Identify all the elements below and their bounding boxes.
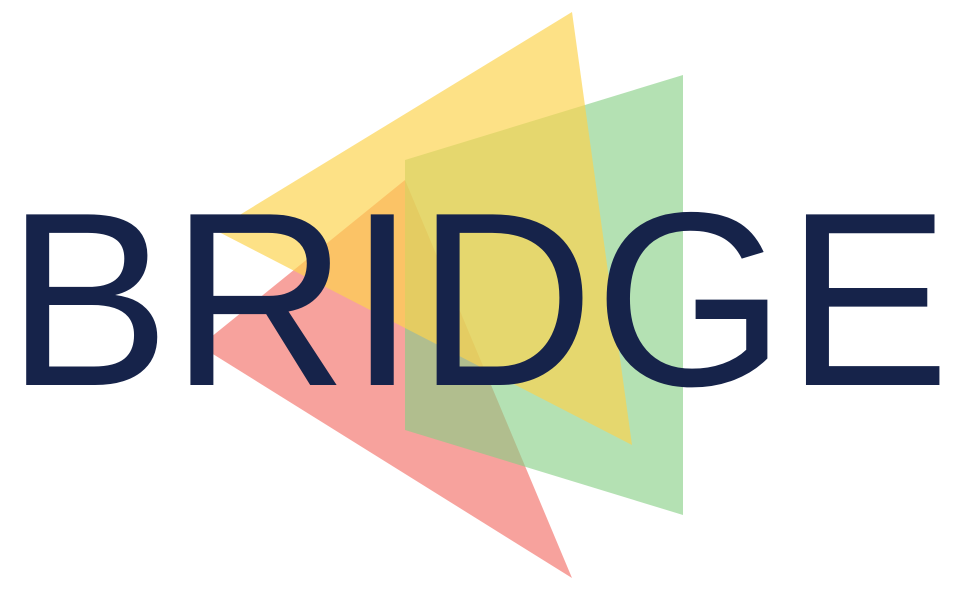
yellow-triangle bbox=[215, 12, 632, 445]
red-triangle bbox=[200, 180, 572, 578]
logo-triangles bbox=[200, 12, 683, 578]
logo-wordmark: BRIDGE bbox=[6, 160, 950, 438]
